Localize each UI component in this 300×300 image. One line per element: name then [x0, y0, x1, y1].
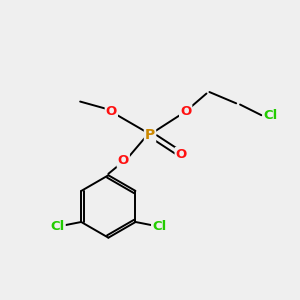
Text: Cl: Cl: [263, 109, 278, 122]
Text: Cl: Cl: [152, 220, 166, 233]
Text: O: O: [176, 148, 187, 161]
Text: O: O: [180, 105, 191, 118]
Text: O: O: [106, 105, 117, 118]
Text: O: O: [118, 154, 129, 167]
Text: Cl: Cl: [50, 220, 65, 233]
Text: P: P: [145, 128, 155, 142]
